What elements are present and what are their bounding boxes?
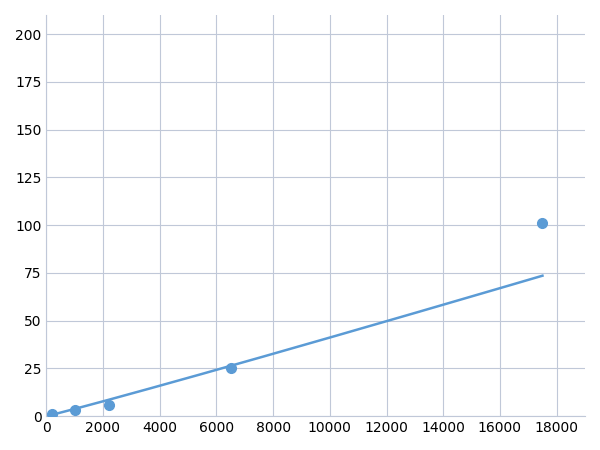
Point — [104, 401, 113, 408]
Point — [70, 407, 79, 414]
Point — [538, 220, 547, 227]
Point — [47, 411, 57, 418]
Point — [226, 365, 235, 372]
